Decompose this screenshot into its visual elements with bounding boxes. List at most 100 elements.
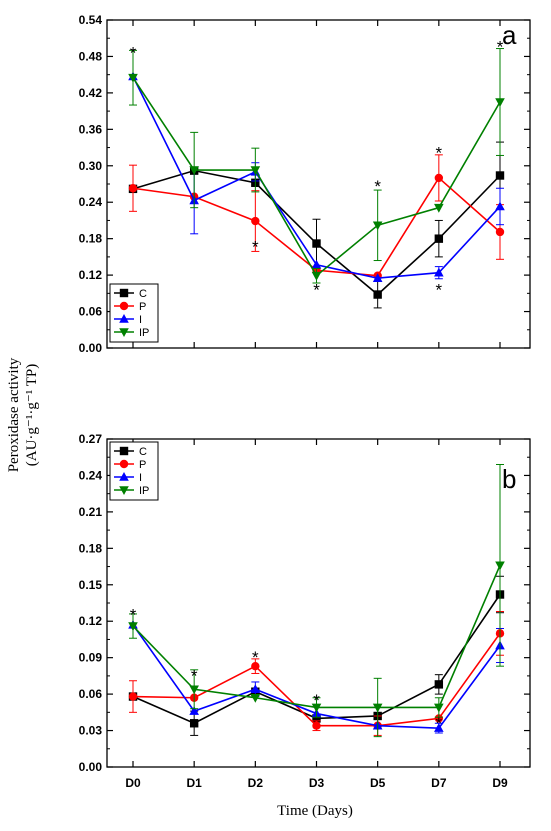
panel-b-letter: b xyxy=(502,464,516,494)
p1-legend-label-P: P xyxy=(139,459,146,471)
p1-y-tick-label-0: 0.00 xyxy=(79,760,103,774)
p0-point-C-6 xyxy=(495,171,505,180)
p1-y-tick-label-9: 0.27 xyxy=(79,432,103,446)
p1-y-tick-label-3: 0.09 xyxy=(79,651,103,665)
p1-significance-mark-4: * xyxy=(436,714,443,733)
panel-a-letter: a xyxy=(502,20,517,50)
p0-significance-mark-1: * xyxy=(252,238,259,257)
p1-point-IP-2 xyxy=(250,693,261,703)
p1-significance-mark-1: * xyxy=(191,666,198,685)
p1-significance-mark-0: * xyxy=(130,606,137,625)
p0-point-P-5 xyxy=(434,173,444,183)
p0-significance-mark-6: * xyxy=(497,37,504,56)
p0-y-tick-label-0: 0.00 xyxy=(79,341,103,355)
p1-x-tick-label-1: D1 xyxy=(186,776,202,790)
p1-point-IP-4 xyxy=(372,703,383,713)
p1-y-tick-label-4: 0.12 xyxy=(79,614,103,628)
p1-y-tick-label-6: 0.18 xyxy=(79,541,103,555)
p1-legend-label-I: I xyxy=(139,472,142,484)
p0-y-tick-label-2: 0.12 xyxy=(79,268,103,282)
p0-series-IP xyxy=(128,48,505,284)
p1-legend-marker-I xyxy=(119,472,129,481)
p1-point-C-3 xyxy=(312,714,321,723)
p0-point-I-5 xyxy=(434,267,444,277)
p1-legend-marker-P xyxy=(119,459,129,469)
p1-line-IP xyxy=(132,565,501,709)
x-axis-label: Time (Days) xyxy=(277,803,353,819)
p0-legend-marker-C xyxy=(119,288,129,298)
p1-x-tick-label-3: D3 xyxy=(309,776,325,790)
p0-y-tick-label-9: 0.54 xyxy=(79,13,103,27)
p0-point-I-6 xyxy=(495,201,505,211)
p0-point-P-0 xyxy=(128,184,138,193)
p0-y-tick-label-4: 0.24 xyxy=(79,195,103,209)
p1-point-P-5 xyxy=(434,714,444,723)
p0-point-IP-1 xyxy=(189,166,199,176)
p0-y-tick-label-3: 0.18 xyxy=(79,232,103,246)
p0-point-P-2 xyxy=(251,216,260,226)
p0-significance-mark-0: * xyxy=(130,43,137,62)
p1-series-IP xyxy=(128,464,505,738)
p1-y-tick-label-5: 0.15 xyxy=(79,578,103,592)
p0-point-IP-6 xyxy=(495,98,505,107)
p0-legend-label-C: C xyxy=(139,288,147,300)
p1-point-P-3 xyxy=(312,721,321,730)
p1-x-tick-label-6: D9 xyxy=(492,776,508,790)
p0-point-IP-5 xyxy=(434,203,444,213)
p1-y-tick-label-1: 0.03 xyxy=(79,724,103,738)
p1-point-C-1 xyxy=(189,719,199,728)
p0-legend-label-P: P xyxy=(139,301,146,313)
p1-legend-label-C: C xyxy=(139,446,147,458)
p0-y-tick-label-5: 0.30 xyxy=(79,159,103,173)
p0-point-P-6 xyxy=(495,227,505,237)
p0-legend-marker-IP xyxy=(119,328,129,337)
panel-b: 0.00 0.03 0.06 0.09 0.12 0.15 0.18 0.21 0.24 0.27… xyxy=(79,432,531,790)
p1-x-tick-label-4: D5 xyxy=(370,776,386,790)
p1-point-I-2 xyxy=(250,684,261,694)
panel-a: 0.00 0.06 0.12 0.18 0.24 0.30 0.36 0.42 0.48 0.54… xyxy=(79,13,531,355)
p0-point-I-4 xyxy=(372,273,383,282)
p0-point-IP-4 xyxy=(372,221,383,231)
p1-y-tick-label-8: 0.24 xyxy=(79,468,103,482)
p0-legend-label-I: I xyxy=(139,314,142,326)
p0-point-C-5 xyxy=(434,234,444,243)
p1-y-tick-label-7: 0.21 xyxy=(79,505,103,519)
p1-point-I-1 xyxy=(189,706,199,715)
p0-point-IP-3 xyxy=(311,271,322,281)
p1-x-tick-label-5: D7 xyxy=(431,776,447,790)
p1-point-IP-1 xyxy=(189,685,199,695)
p1-legend-marker-C xyxy=(119,446,129,456)
p0-point-IP-2 xyxy=(250,166,261,176)
p0-point-C-4 xyxy=(373,290,382,299)
p0-significance-mark-4: * xyxy=(436,144,443,163)
p0-point-IP-0 xyxy=(128,73,138,83)
p0-point-C-3 xyxy=(312,239,321,248)
p0-y-tick-label-8: 0.48 xyxy=(79,49,103,63)
p1-significance-mark-2: * xyxy=(252,648,259,667)
p1-point-P-0 xyxy=(128,692,138,701)
p1-point-P-2 xyxy=(251,661,260,671)
p0-significance-mark-3: * xyxy=(374,177,381,196)
p1-point-IP-3 xyxy=(311,703,322,713)
p0-y-tick-label-7: 0.42 xyxy=(79,86,103,100)
p0-legend-label-IP: IP xyxy=(139,327,149,339)
p0-point-I-3 xyxy=(311,259,322,269)
p0-significance-mark-5: * xyxy=(436,280,443,299)
p0-significance-mark-2: * xyxy=(313,280,320,299)
p0-y-tick-label-6: 0.36 xyxy=(79,122,103,136)
p1-point-I-5 xyxy=(434,723,444,732)
y-axis-label-line1: Peroxidase activity xyxy=(6,357,22,472)
p1-x-tick-label-2: D2 xyxy=(248,776,264,790)
y-axis-label-line2: (AU·g⁻¹·g⁻¹ TP) xyxy=(24,364,40,466)
p1-significance-mark-3: * xyxy=(313,691,320,710)
p0-legend-marker-P xyxy=(119,301,129,311)
p1-y-tick-label-2: 0.06 xyxy=(79,687,103,701)
p1-legend-marker-IP xyxy=(119,486,129,495)
p0-legend-marker-I xyxy=(119,314,129,323)
p1-x-tick-label-0: D0 xyxy=(125,776,141,790)
p1-legend-label-IP: IP xyxy=(139,485,149,497)
p1-point-C-5 xyxy=(434,680,444,689)
p1-point-IP-5 xyxy=(434,703,444,713)
p1-point-IP-0 xyxy=(128,622,138,632)
